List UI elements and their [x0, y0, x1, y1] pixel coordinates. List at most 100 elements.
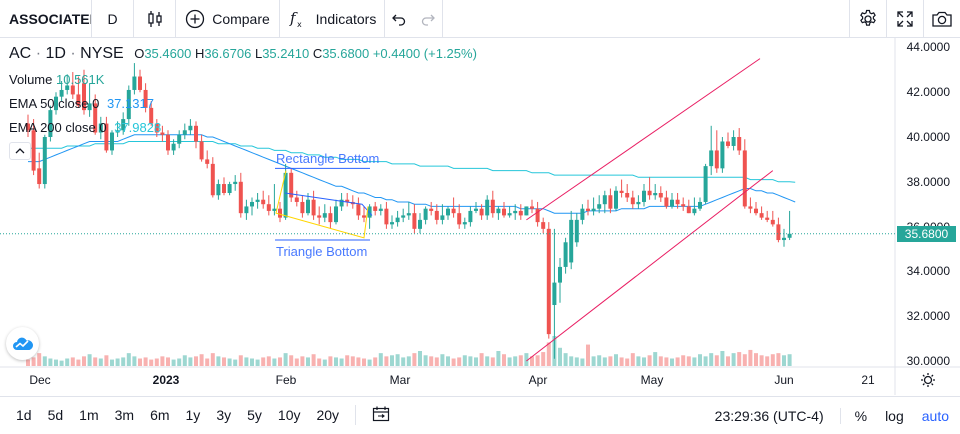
candle-body — [518, 210, 523, 216]
divider — [355, 405, 357, 425]
candle-body — [490, 199, 495, 214]
volume-bar — [244, 357, 249, 366]
undo-button[interactable] — [385, 0, 413, 38]
legend-interval: 1D — [45, 45, 66, 62]
volume-bar — [143, 357, 148, 366]
percent-toggle[interactable]: % — [854, 407, 868, 424]
candle-body — [591, 208, 596, 211]
candle-body — [647, 190, 652, 196]
candle-body — [686, 206, 691, 214]
range-3y[interactable]: 3y — [216, 407, 232, 423]
rectangle-bottom-label[interactable]: Rectangle Bottom — [276, 151, 380, 166]
candle-body — [294, 197, 299, 202]
candle-body — [446, 208, 450, 216]
range-20y[interactable]: 20y — [316, 407, 340, 423]
volume-bar — [507, 357, 512, 366]
camera-icon — [932, 11, 952, 27]
axis-settings-button[interactable] — [920, 372, 936, 393]
ohlc-high: 36.6706 — [204, 46, 252, 61]
interval-button[interactable]: D — [92, 0, 134, 38]
candle-body — [306, 199, 310, 214]
candle-body — [149, 107, 154, 124]
symbol-search[interactable]: ASSOCIATED — [0, 0, 92, 38]
candle-body — [698, 201, 702, 209]
legend-ema50-row[interactable]: EMA 50 close 0 37.1317 — [9, 96, 154, 111]
candle-body — [143, 89, 148, 108]
volume-bar — [166, 357, 170, 366]
volume-bar — [384, 356, 389, 366]
volume-bar — [496, 351, 501, 366]
clock[interactable]: 23:29:36 (UTC-4) — [706, 407, 841, 424]
volume-bar — [278, 357, 282, 366]
legend-ema200-row[interactable]: EMA 200 close 0 37.9828 — [9, 120, 161, 135]
goto-date-button[interactable] — [372, 406, 390, 425]
candle-body — [76, 94, 81, 106]
candle-body — [429, 208, 434, 211]
candle-body — [182, 130, 187, 135]
candle-body — [300, 201, 305, 214]
volume-bar — [569, 356, 574, 366]
candle-body — [171, 143, 176, 151]
candle-body — [328, 213, 333, 223]
toolbar-right-group — [849, 0, 960, 38]
volume-bar — [737, 352, 742, 366]
volume-bar — [630, 353, 635, 366]
candle-body — [614, 190, 618, 209]
candle-body — [541, 222, 546, 229]
time-label-2023: 2023 — [152, 373, 180, 387]
legend-collapse-button[interactable] — [9, 142, 31, 160]
volume-bar — [446, 356, 450, 366]
range-1m[interactable]: 1m — [79, 407, 99, 423]
volume-bar — [675, 357, 680, 366]
range-6m[interactable]: 6m — [150, 407, 170, 423]
candle-body — [703, 166, 708, 202]
volume-bar — [289, 355, 294, 366]
volume-bar — [154, 358, 159, 366]
volume-bar — [87, 354, 92, 366]
brand-logo[interactable] — [6, 327, 39, 360]
candle-body — [378, 208, 383, 211]
redo-button[interactable] — [413, 0, 443, 38]
volume-bar — [177, 358, 182, 366]
candle-body — [37, 168, 42, 185]
volume-bar — [787, 354, 792, 366]
volume-bar — [754, 353, 758, 366]
compare-button[interactable]: Compare — [176, 0, 280, 38]
range-5d[interactable]: 5d — [47, 407, 64, 423]
range-1d[interactable]: 1d — [16, 407, 32, 423]
candle-body — [188, 125, 193, 131]
candle-body — [630, 197, 635, 205]
candle-body — [485, 199, 490, 216]
screenshot-button[interactable] — [923, 0, 960, 38]
settings-button[interactable] — [849, 0, 886, 38]
candle-body — [524, 206, 529, 216]
price-axis-label: 40.0000 — [906, 130, 950, 144]
candle-body — [238, 181, 243, 214]
ohlc-open: 35.4600 — [144, 46, 192, 61]
symbol-text: ASSOCIATED — [9, 10, 92, 27]
candle-body — [440, 215, 445, 220]
chart-type-button[interactable] — [134, 0, 176, 38]
candle-body — [653, 193, 658, 196]
candle-body — [362, 215, 366, 218]
auto-toggle[interactable]: auto — [921, 407, 949, 424]
volume-bar — [759, 355, 764, 366]
last-price-tag: 35.6800 — [897, 225, 956, 242]
candle-body — [759, 213, 764, 218]
range-5y[interactable]: 5y — [247, 407, 262, 423]
log-toggle[interactable]: log — [885, 407, 904, 424]
range-3m[interactable]: 3m — [114, 407, 135, 423]
triangle-bottom-label[interactable]: Triangle Bottom — [276, 244, 368, 259]
fullscreen-button[interactable] — [886, 0, 923, 38]
volume-bar — [171, 359, 176, 366]
volume-bar — [345, 355, 350, 366]
legend-volume-row[interactable]: Volume 10.561K — [9, 72, 104, 87]
candle-body — [42, 137, 47, 185]
range-1y[interactable]: 1y — [185, 407, 201, 423]
volume-bar — [580, 358, 585, 366]
range-10y[interactable]: 10y — [277, 407, 301, 423]
sun-icon — [921, 373, 935, 387]
volume-bar — [619, 357, 624, 366]
